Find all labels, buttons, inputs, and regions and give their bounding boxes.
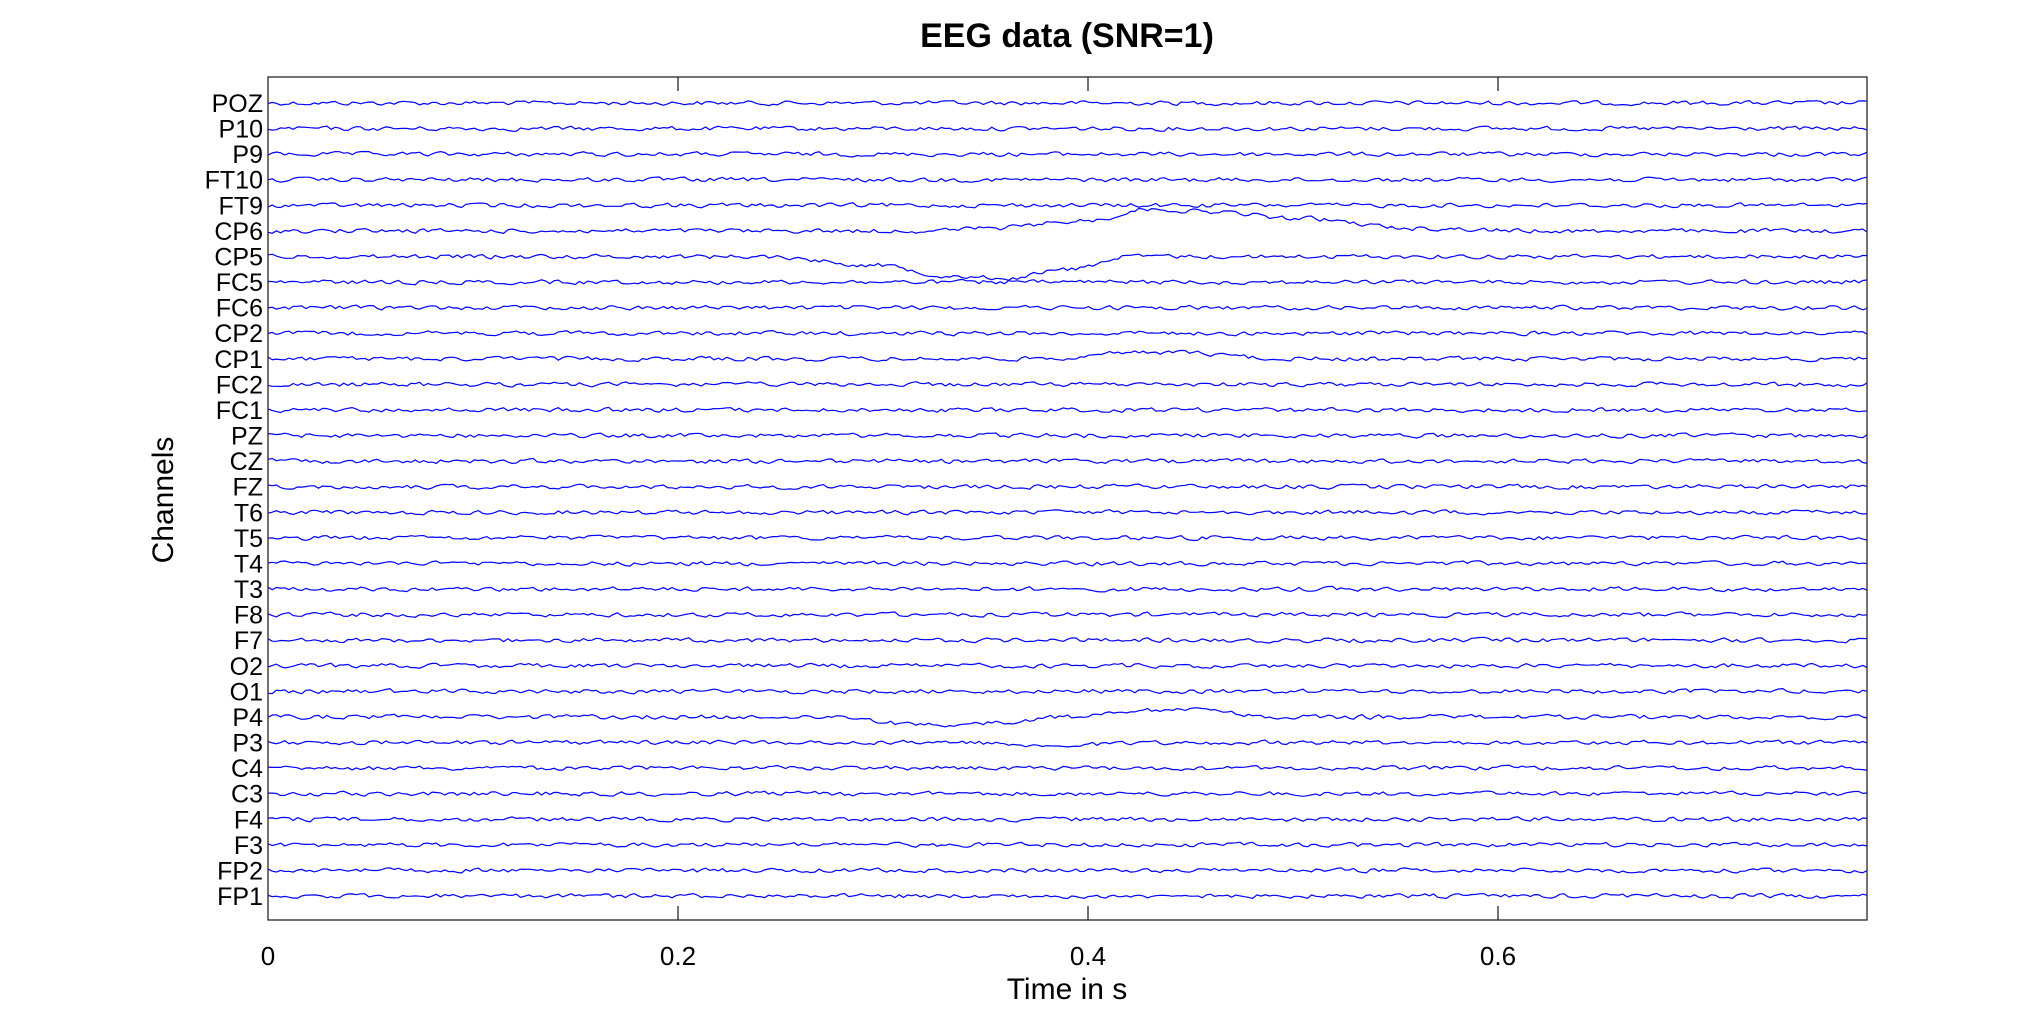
- trace-c3: [268, 790, 1868, 797]
- trace-fc2: [267, 381, 1868, 388]
- trace-cz: [267, 457, 1868, 465]
- trace-poz: [267, 99, 1868, 107]
- channel-label-f8: F8: [234, 602, 263, 630]
- trace-p3: [267, 739, 1868, 748]
- x-tick-label: 0.6: [1480, 941, 1516, 971]
- channel-label-fc6: FC6: [216, 295, 263, 323]
- channel-label-fc1: FC1: [216, 397, 263, 425]
- trace-c4: [267, 764, 1868, 772]
- channel-label-t5: T5: [234, 525, 263, 553]
- channel-label-p10: P10: [219, 116, 263, 144]
- channel-label-cp5: CP5: [214, 243, 263, 271]
- trace-f8: [267, 611, 1868, 619]
- channel-label-c4: C4: [231, 755, 263, 783]
- x-axis-label: Time in s: [1007, 973, 1128, 1006]
- y-axis-label: Channels: [147, 437, 180, 564]
- channel-label-cz: CZ: [230, 448, 263, 476]
- trace-cp1: [267, 349, 1868, 363]
- x-tick-label: 0.2: [660, 941, 696, 971]
- x-tick-label: 0: [261, 941, 275, 971]
- trace-fp2: [267, 867, 1868, 874]
- channel-label-ft9: FT9: [219, 192, 263, 220]
- channel-label-t6: T6: [234, 499, 263, 527]
- trace-fz: [267, 483, 1868, 490]
- channel-label-cp1: CP1: [214, 346, 263, 374]
- trace-t4: [267, 560, 1868, 567]
- x-tick-label: 0.4: [1070, 941, 1106, 971]
- trace-fp1: [267, 892, 1868, 900]
- channel-label-o2: O2: [230, 653, 263, 681]
- trace-ft9: [267, 202, 1868, 209]
- trace-o1: [267, 687, 1868, 695]
- trace-pz: [267, 432, 1868, 439]
- trace-f3: [267, 841, 1868, 848]
- channel-label-cp6: CP6: [214, 218, 263, 246]
- trace-cp5: [267, 253, 1868, 281]
- trace-t5: [267, 534, 1868, 542]
- channel-label-fp1: FP1: [217, 883, 263, 911]
- channel-label-p3: P3: [232, 730, 263, 758]
- channel-label-pz: PZ: [231, 423, 263, 451]
- channel-label-f4: F4: [234, 806, 263, 834]
- channel-label-poz: POZ: [212, 90, 263, 118]
- trace-p4: [267, 707, 1868, 728]
- trace-cp6: [267, 207, 1868, 234]
- channel-label-f7: F7: [234, 627, 263, 655]
- trace-ft10: [267, 176, 1868, 184]
- trace-t3: [267, 585, 1868, 593]
- channel-label-group: POZP10P9FT10FT9CP6CP5FC5FC6CP2CP1FC2FC1P…: [205, 90, 263, 911]
- trace-f4: [267, 816, 1868, 823]
- chart-title: EEG data (SNR=1): [920, 17, 1214, 55]
- channel-label-fp2: FP2: [217, 857, 263, 885]
- trace-cp2: [267, 329, 1868, 337]
- channel-label-p9: P9: [232, 141, 263, 169]
- channel-label-fc2: FC2: [216, 371, 263, 399]
- trace-fc1: [267, 406, 1868, 414]
- channel-label-t3: T3: [234, 576, 263, 604]
- channel-label-p4: P4: [232, 704, 263, 732]
- channel-label-fz: FZ: [232, 474, 263, 502]
- channel-label-cp2: CP2: [214, 320, 263, 348]
- channel-label-f3: F3: [234, 832, 263, 860]
- channel-label-o1: O1: [230, 678, 263, 706]
- trace-t6: [267, 509, 1868, 516]
- trace-o2: [267, 662, 1868, 669]
- x-tick-group: 0 0.2 0.4 0.6: [261, 77, 1516, 971]
- trace-group: [267, 99, 1868, 900]
- trace-fc6: [267, 304, 1868, 311]
- trace-p10: [267, 125, 1868, 132]
- channel-label-fc5: FC5: [216, 269, 263, 297]
- channel-label-ft10: FT10: [205, 167, 263, 195]
- plot-frame: [267, 76, 1868, 921]
- channel-label-c3: C3: [231, 781, 263, 809]
- trace-f7: [267, 636, 1868, 644]
- trace-fc5: [268, 278, 1868, 286]
- channel-label-t4: T4: [234, 550, 263, 578]
- trace-p9: [267, 150, 1868, 158]
